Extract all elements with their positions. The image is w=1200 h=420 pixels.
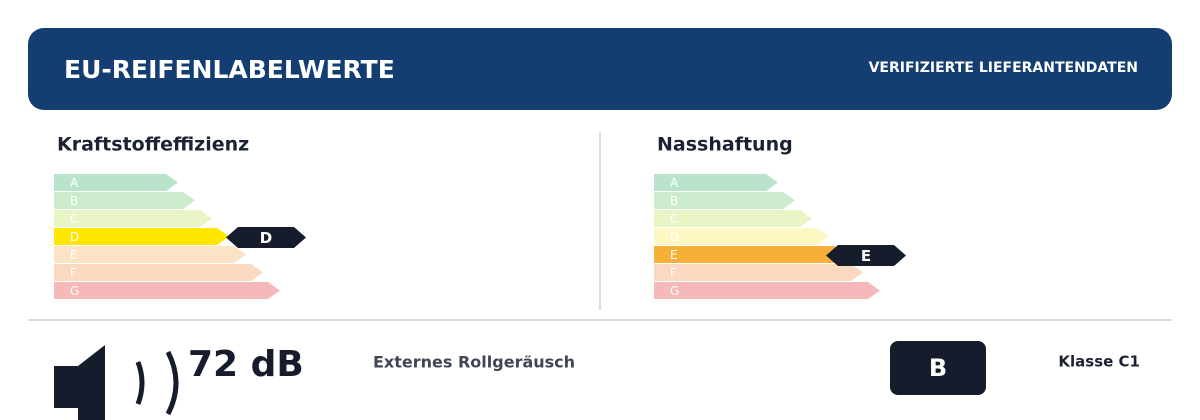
header-badge: VERIFIZIERTE LIEFERANTENDATEN: [869, 60, 1138, 76]
class-letter: G: [70, 284, 79, 298]
header-title: EU-REIFENLABELWERTE: [64, 55, 395, 84]
noise-class-box: [890, 341, 986, 395]
fuel-title: Kraftstoffeffizienz: [57, 134, 249, 156]
class-bar: [654, 192, 795, 209]
class-letter: C: [670, 212, 678, 226]
noise-value: 72 dB: [188, 344, 304, 385]
class-bar: [54, 282, 280, 299]
rating-tag: [826, 245, 906, 266]
rating-letter: E: [861, 247, 871, 265]
header-bar: [28, 28, 1172, 110]
class-bar: [654, 264, 863, 281]
class-letter: B: [670, 194, 678, 208]
wet-title: Nasshaftung: [657, 134, 793, 156]
class-letter: D: [70, 230, 79, 244]
class-bar: [54, 264, 263, 281]
class-bar: [654, 228, 829, 245]
class-bar: [654, 210, 812, 227]
class-letter: E: [70, 248, 78, 262]
speaker-icon: [54, 345, 179, 420]
class-bar: [54, 174, 178, 191]
class-letter: F: [70, 266, 77, 280]
class-bar: [654, 282, 880, 299]
class-letter: C: [70, 212, 78, 226]
class-letter: A: [670, 176, 679, 190]
class-letter: B: [70, 194, 78, 208]
class-bar: [654, 174, 778, 191]
class-letter: D: [670, 230, 679, 244]
rating-tag: [226, 227, 306, 248]
class-letter: F: [670, 266, 677, 280]
class-letter: A: [70, 176, 79, 190]
noise-label: Externes Rollgeräusch: [373, 353, 575, 372]
class-bar: [54, 192, 195, 209]
class-bar: [54, 210, 212, 227]
rating-letter: D: [260, 229, 272, 247]
class-letter: G: [670, 284, 679, 298]
tyre-class: Klasse C1: [1058, 353, 1140, 371]
class-bar: [54, 228, 229, 245]
class-letter: E: [670, 248, 678, 262]
class-bar: [654, 246, 846, 263]
class-bar: [54, 246, 246, 263]
noise-class: B: [929, 354, 947, 382]
